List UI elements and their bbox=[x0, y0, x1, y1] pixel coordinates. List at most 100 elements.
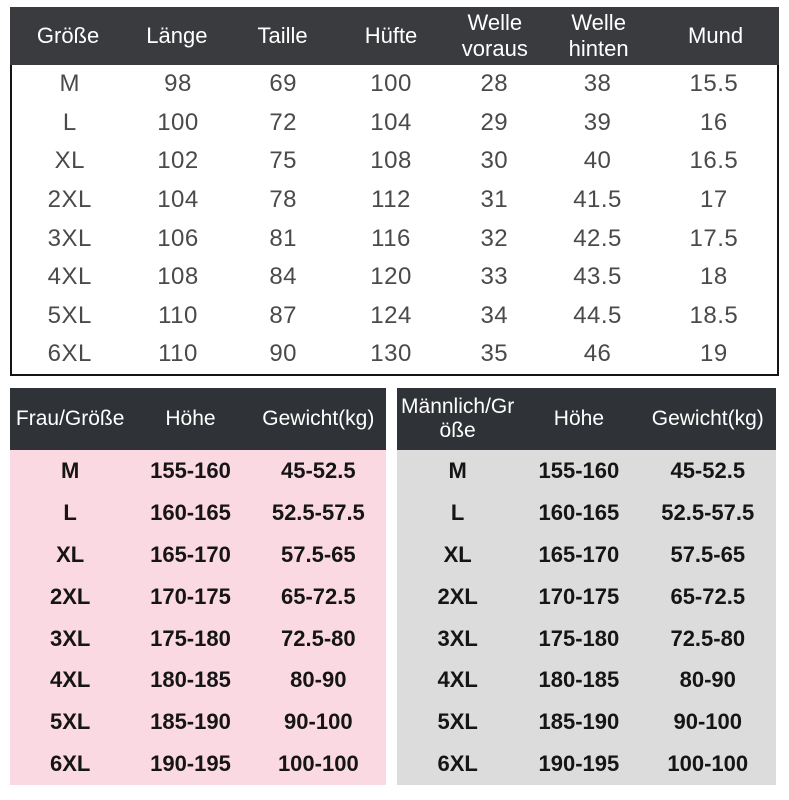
value-cell: 52.5-57.5 bbox=[271, 499, 365, 525]
table-row: 6XL 190-195 100-100 bbox=[397, 743, 776, 785]
table-row: 2XL 170-175 65-72.5 bbox=[10, 576, 386, 618]
value-cell: 100 bbox=[157, 108, 199, 136]
row-label-cell: 6XL bbox=[49, 751, 91, 777]
table-row: 3XL 175-180 72.5-80 bbox=[10, 618, 386, 660]
table-row: XL 102 75 108 30 40 16.5 bbox=[12, 142, 777, 181]
value-cell: 72 bbox=[269, 108, 298, 136]
row-label-cell: XL bbox=[443, 541, 472, 567]
column-header: Männlich/Größe bbox=[397, 388, 519, 450]
value-cell: 39 bbox=[583, 108, 612, 136]
value-cell: 35 bbox=[480, 340, 509, 368]
value-cell: 110 bbox=[158, 301, 198, 329]
men-size-table-body: M 155-160 45-52.5 L 160-165 52.5-57.5 XL 165-17… bbox=[397, 450, 776, 786]
column-header: Welle voraus bbox=[444, 7, 546, 65]
value-cell: 90-100 bbox=[673, 709, 743, 735]
value-cell: 104 bbox=[157, 186, 199, 214]
table-row: 5XL 185-190 90-100 bbox=[10, 701, 386, 743]
table-row: 4XL 180-185 80-90 bbox=[397, 659, 776, 701]
column-header: Gewicht(kg) bbox=[639, 388, 776, 450]
row-label-cell: XL bbox=[54, 147, 85, 175]
row-label-cell: 6XL bbox=[47, 340, 92, 368]
value-cell: 29 bbox=[480, 108, 509, 136]
value-cell: 106 bbox=[157, 224, 199, 252]
value-cell: 15.5 bbox=[689, 70, 739, 98]
row-label-cell: XL bbox=[56, 541, 85, 567]
value-cell: 41.5 bbox=[573, 186, 622, 214]
value-cell: 72.5-80 bbox=[281, 625, 356, 651]
table-row: XL 165-170 57.5-65 bbox=[397, 534, 776, 576]
value-cell: 155-160 bbox=[150, 457, 231, 483]
row-label-cell: M bbox=[60, 457, 80, 483]
value-cell: 80-90 bbox=[679, 667, 736, 693]
value-cell: 65-72.5 bbox=[670, 583, 746, 609]
column-header: Mund bbox=[652, 7, 779, 65]
column-header: Taille bbox=[227, 7, 338, 65]
value-cell: 46 bbox=[583, 340, 612, 368]
table-row: 3XL 175-180 72.5-80 bbox=[397, 618, 776, 660]
measurements-table-body: M 98 69 100 28 38 15.5 L 100 72 104 29 39 16 XL 102 75 10… bbox=[10, 65, 779, 376]
row-label-cell: 5XL bbox=[49, 709, 91, 735]
value-cell: 45-52.5 bbox=[670, 457, 746, 483]
value-cell: 116 bbox=[371, 224, 411, 252]
value-cell: 87 bbox=[269, 301, 298, 329]
value-cell: 43.5 bbox=[573, 263, 622, 291]
value-cell: 33 bbox=[480, 263, 509, 291]
table-row: 4XL 180-185 80-90 bbox=[10, 659, 386, 701]
value-cell: 124 bbox=[370, 301, 412, 329]
value-cell: 100 bbox=[370, 70, 412, 98]
table-row: 3XL 106 81 116 32 42.5 17.5 bbox=[12, 219, 777, 258]
value-cell: 90-100 bbox=[284, 709, 353, 735]
men-size-table: Männlich/Größe Höhe Gewicht(kg) M 155-160 45… bbox=[397, 388, 776, 786]
value-cell: 100-100 bbox=[667, 751, 749, 777]
header-row: Männlich/Größe Höhe Gewicht(kg) bbox=[397, 388, 776, 450]
value-cell: 18 bbox=[700, 263, 728, 291]
row-label-cell: 5XL bbox=[437, 709, 478, 735]
value-cell: 180-185 bbox=[150, 667, 231, 693]
value-cell: 160-165 bbox=[150, 499, 231, 525]
women-size-table-body: M 155-160 45-52.5 L 160-165 52.5-57.5 XL 165-17… bbox=[10, 450, 386, 786]
column-header: Hüfte bbox=[337, 7, 445, 65]
value-cell: 75 bbox=[269, 147, 298, 175]
value-cell: 31 bbox=[480, 186, 509, 214]
value-cell: 16 bbox=[700, 108, 728, 136]
women-size-table-header: Frau/Größe Höhe Gewicht(kg) bbox=[10, 388, 386, 450]
value-cell: 110 bbox=[158, 340, 198, 368]
value-cell: 130 bbox=[370, 340, 412, 368]
value-cell: 57.5-65 bbox=[281, 541, 356, 567]
value-cell: 65-72.5 bbox=[281, 583, 356, 609]
value-cell: 190-195 bbox=[150, 751, 231, 777]
value-cell: 102 bbox=[157, 147, 199, 175]
row-label-cell: 4XL bbox=[47, 263, 92, 291]
column-header: Größe bbox=[10, 7, 127, 65]
row-label-cell: M bbox=[448, 457, 467, 483]
column-header: Höhe bbox=[130, 388, 251, 450]
table-row: 6XL 110 90 130 35 46 19 bbox=[12, 335, 777, 374]
value-cell: 44.5 bbox=[573, 301, 622, 329]
row-label-cell: 6XL bbox=[437, 751, 478, 777]
row-label-cell: 4XL bbox=[437, 667, 478, 693]
value-cell: 16.5 bbox=[689, 147, 739, 175]
table-row: 2XL 104 78 112 31 41.5 17 bbox=[12, 181, 777, 220]
value-cell: 42.5 bbox=[573, 224, 622, 252]
row-label-cell: L bbox=[450, 499, 465, 525]
value-cell: 175-180 bbox=[150, 625, 231, 651]
row-label-cell: 3XL bbox=[49, 625, 91, 651]
column-header: Welle hinten bbox=[545, 7, 653, 65]
table-row: L 100 72 104 29 39 16 bbox=[12, 104, 777, 143]
table-row: M 155-160 45-52.5 bbox=[397, 450, 776, 492]
table-row: 6XL 190-195 100-100 bbox=[10, 743, 386, 785]
value-cell: 98 bbox=[164, 70, 192, 98]
value-cell: 165-170 bbox=[538, 541, 620, 567]
value-cell: 90 bbox=[269, 340, 298, 368]
row-label-cell: 2XL bbox=[49, 583, 91, 609]
value-cell: 84 bbox=[269, 263, 298, 291]
value-cell: 28 bbox=[480, 70, 509, 98]
measurements-table-body-table: M 98 69 100 28 38 15.5 L 100 72 104 29 39 16 XL 102 75 10… bbox=[12, 65, 777, 374]
value-cell: 81 bbox=[269, 224, 298, 252]
value-cell: 165-170 bbox=[150, 541, 231, 567]
value-cell: 17 bbox=[700, 186, 728, 214]
measurements-table: Größe Länge Taille Hüfte Welle voraus Welle h… bbox=[10, 7, 779, 376]
measurements-table-header: Größe Länge Taille Hüfte Welle voraus Welle h… bbox=[10, 7, 779, 65]
row-label-cell: 3XL bbox=[437, 625, 478, 651]
